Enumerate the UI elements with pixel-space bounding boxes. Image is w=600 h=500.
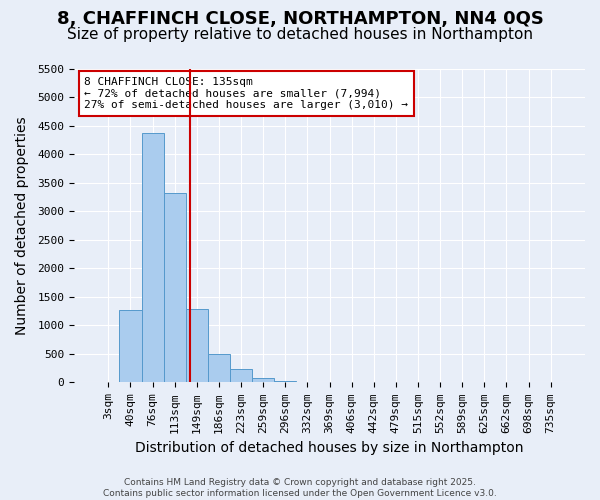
Bar bbox=[274, 380, 296, 382]
Text: Size of property relative to detached houses in Northampton: Size of property relative to detached ho… bbox=[67, 28, 533, 42]
Y-axis label: Number of detached properties: Number of detached properties bbox=[15, 116, 29, 335]
Bar bbox=[230, 370, 252, 382]
Bar bbox=[164, 192, 186, 382]
Bar bbox=[142, 133, 164, 382]
Text: 8, CHAFFINCH CLOSE, NORTHAMPTON, NN4 0QS: 8, CHAFFINCH CLOSE, NORTHAMPTON, NN4 0QS bbox=[56, 10, 544, 28]
Text: 8 CHAFFINCH CLOSE: 135sqm
← 72% of detached houses are smaller (7,994)
27% of se: 8 CHAFFINCH CLOSE: 135sqm ← 72% of detac… bbox=[84, 77, 408, 110]
Bar bbox=[119, 310, 142, 382]
X-axis label: Distribution of detached houses by size in Northampton: Distribution of detached houses by size … bbox=[135, 441, 524, 455]
Text: Contains HM Land Registry data © Crown copyright and database right 2025.
Contai: Contains HM Land Registry data © Crown c… bbox=[103, 478, 497, 498]
Bar bbox=[252, 378, 274, 382]
Bar bbox=[186, 309, 208, 382]
Bar bbox=[208, 354, 230, 382]
